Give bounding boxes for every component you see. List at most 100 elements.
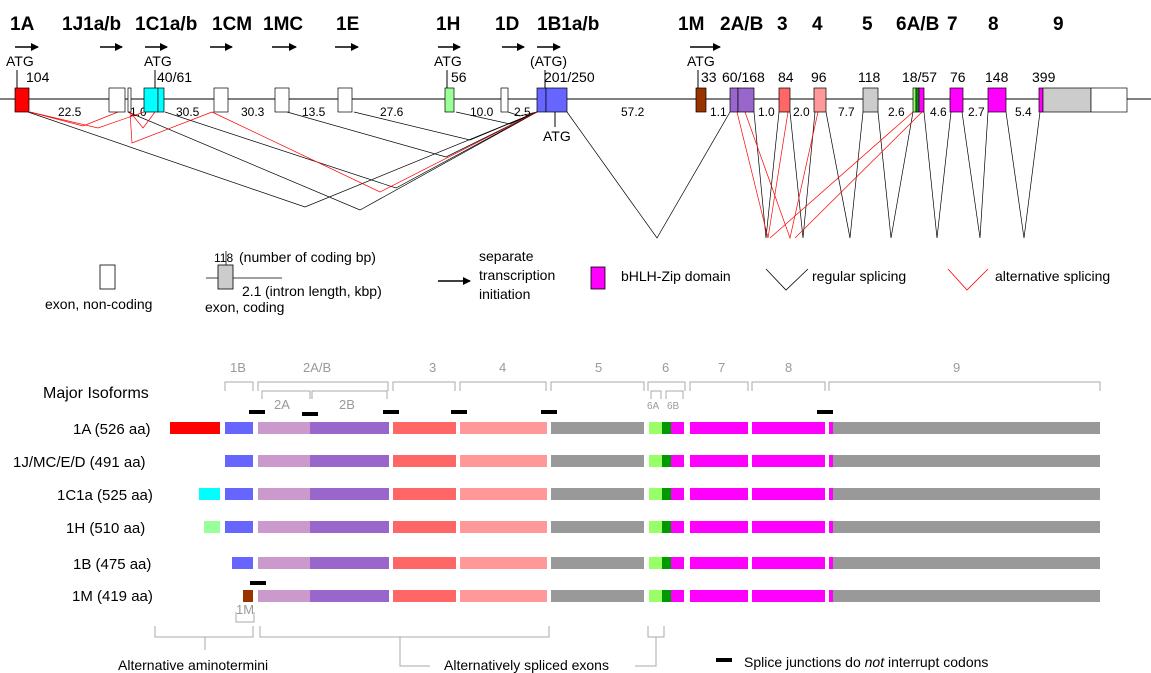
exon-2b <box>737 87 755 113</box>
coding-bp-labels: 104 40/61 56 201/250 33 60/168 84 96 118… <box>26 69 1056 85</box>
exon-9-utr <box>1090 87 1128 113</box>
isoform-exon-6b-segment <box>662 455 671 467</box>
isoform-exon-3-segment <box>393 521 456 533</box>
svg-text:1.0: 1.0 <box>758 105 775 119</box>
exon-header: 3 <box>777 14 788 35</box>
coding-bp: 399 <box>1032 69 1056 85</box>
isoform-exon-9-bhlh-segment <box>829 521 833 533</box>
isoform-exon-1b-segment <box>225 521 253 533</box>
isoform-exon-5-segment <box>551 488 644 500</box>
svg-text:30.5: 30.5 <box>176 105 200 119</box>
exon-1b1a <box>536 87 547 113</box>
legend-coding-swatch <box>217 264 234 290</box>
isoform-exon-3-segment <box>393 455 456 467</box>
legend-coding-number-note: (number of coding bp) <box>239 249 376 265</box>
isoform-exon-6-bhlh-segment <box>671 455 684 467</box>
coding-bp: 96 <box>811 69 827 85</box>
exon-header: 1MC <box>263 14 303 35</box>
svg-text:22.5: 22.5 <box>58 105 82 119</box>
svg-text:27.6: 27.6 <box>380 105 404 119</box>
isoform-exon-1m-segment <box>243 590 253 602</box>
exon-9-bhlh <box>1038 87 1044 113</box>
isoform-exon-4-segment <box>460 590 547 602</box>
isoform-exon-1b-segment <box>225 488 253 500</box>
isoform-label: 1M (419 aa) <box>72 588 153 605</box>
isoform-exon-5-segment <box>551 455 644 467</box>
isoform-exon-4-segment <box>460 488 547 500</box>
coding-bp: 60/168 <box>722 69 765 85</box>
legend-noncoding-label: exon, non-coding <box>45 296 152 312</box>
exon-header: 1D <box>495 14 519 35</box>
isoform-exon-2b-segment <box>310 455 389 467</box>
isoform-exon-6-bhlh-segment <box>671 557 684 569</box>
svg-text:2B: 2B <box>339 397 355 412</box>
svg-text:57.2: 57.2 <box>621 105 645 119</box>
isoform-exon-2b-segment <box>310 557 389 569</box>
isoform-exon-7-segment <box>690 521 748 533</box>
legend-intron-number: 2.1 <box>242 283 262 299</box>
footer-brackets <box>154 626 665 667</box>
legend-coding-label: exon, coding <box>205 299 284 315</box>
isoform-exon-8-segment <box>752 590 825 602</box>
isoform-exon-9-segment <box>833 590 1100 602</box>
isoform-exon-2b-segment <box>310 488 389 500</box>
legend-tss-line: separate <box>479 248 534 264</box>
atg-labels: ATG ATG ATG (ATG) ATG ATG <box>6 53 715 144</box>
exon-8 <box>987 87 1007 113</box>
isoform-exon-5-segment <box>551 590 644 602</box>
isoform-exon-3-segment <box>393 422 456 434</box>
exon-header: 1M <box>678 14 704 35</box>
footer-alt-exons: Alternatively spliced exons <box>444 657 609 673</box>
isoform-exon-2a-segment <box>258 455 310 467</box>
isoform-label: 1B (475 aa) <box>73 556 151 573</box>
exon-1e <box>337 87 353 113</box>
exon-3 <box>778 87 791 113</box>
isoform-exon-8-segment <box>752 488 825 500</box>
atg-label: ATG <box>687 53 715 69</box>
legend-tss-line: transcription <box>479 267 555 283</box>
exon-2a <box>729 87 739 113</box>
svg-text:6: 6 <box>662 360 669 375</box>
atg-label-below: ATG <box>543 128 571 144</box>
svg-text:9: 9 <box>953 360 960 375</box>
isoform-exon-7-segment <box>690 455 748 467</box>
exon-1h <box>444 87 455 113</box>
isoform-exon-1a-segment <box>170 422 220 434</box>
isoform-exon-3-segment <box>393 557 456 569</box>
isoform-label: 1J/MC/E/D (491 aa) <box>13 454 146 471</box>
isoform-bars <box>170 422 1100 602</box>
isoform-exon-9-segment <box>833 557 1100 569</box>
exon-header: 1J1a/b <box>62 14 121 35</box>
atg-label: ATG <box>144 53 172 69</box>
isoform-exon-1h-segment <box>204 521 220 533</box>
svg-text:3: 3 <box>429 360 436 375</box>
svg-text:2.7: 2.7 <box>968 105 985 119</box>
isoform-exon-2b-segment <box>310 422 389 434</box>
exon-6b <box>915 87 920 113</box>
isoform-exon-9-bhlh-segment <box>829 422 833 434</box>
svg-text:7.7: 7.7 <box>838 105 855 119</box>
exon-1d <box>500 87 509 113</box>
isoform-exon-2b-segment <box>310 590 389 602</box>
isoform-exon-2a-segment <box>258 557 310 569</box>
isoforms-title: Major Isoforms <box>43 385 149 402</box>
svg-text:5.4: 5.4 <box>1015 105 1032 119</box>
exon-1m <box>695 87 707 113</box>
footer-junction-mark <box>716 658 732 662</box>
isoform-exon-9-bhlh-segment <box>829 557 833 569</box>
isoform-exon-6a-segment <box>649 590 662 602</box>
intron-lengths: 22.5 1.0 30.5 30.3 13.5 27.6 10.0 2.5 57… <box>58 105 1032 119</box>
coding-bp: 76 <box>950 69 966 85</box>
isoform-exon-7-segment <box>690 488 748 500</box>
splice-junction-marks <box>249 410 833 585</box>
exon-headers: 1A 1J1a/b 1C1a/b 1CM 1MC 1E 1H 1D 1B1a/b… <box>10 14 1064 35</box>
exon-9-coding <box>1042 87 1092 113</box>
coding-bp: 104 <box>26 69 50 85</box>
legend-alternative-label: alternative splicing <box>995 268 1110 284</box>
isoform-exon-4-segment <box>460 557 547 569</box>
isoform-exon-6-bhlh-segment <box>671 422 684 434</box>
isoform-exon-9-segment <box>833 455 1100 467</box>
svg-text:1M: 1M <box>236 602 254 617</box>
isoform-exon-4-segment <box>460 455 547 467</box>
isoform-exon-9-bhlh-segment <box>829 455 833 467</box>
